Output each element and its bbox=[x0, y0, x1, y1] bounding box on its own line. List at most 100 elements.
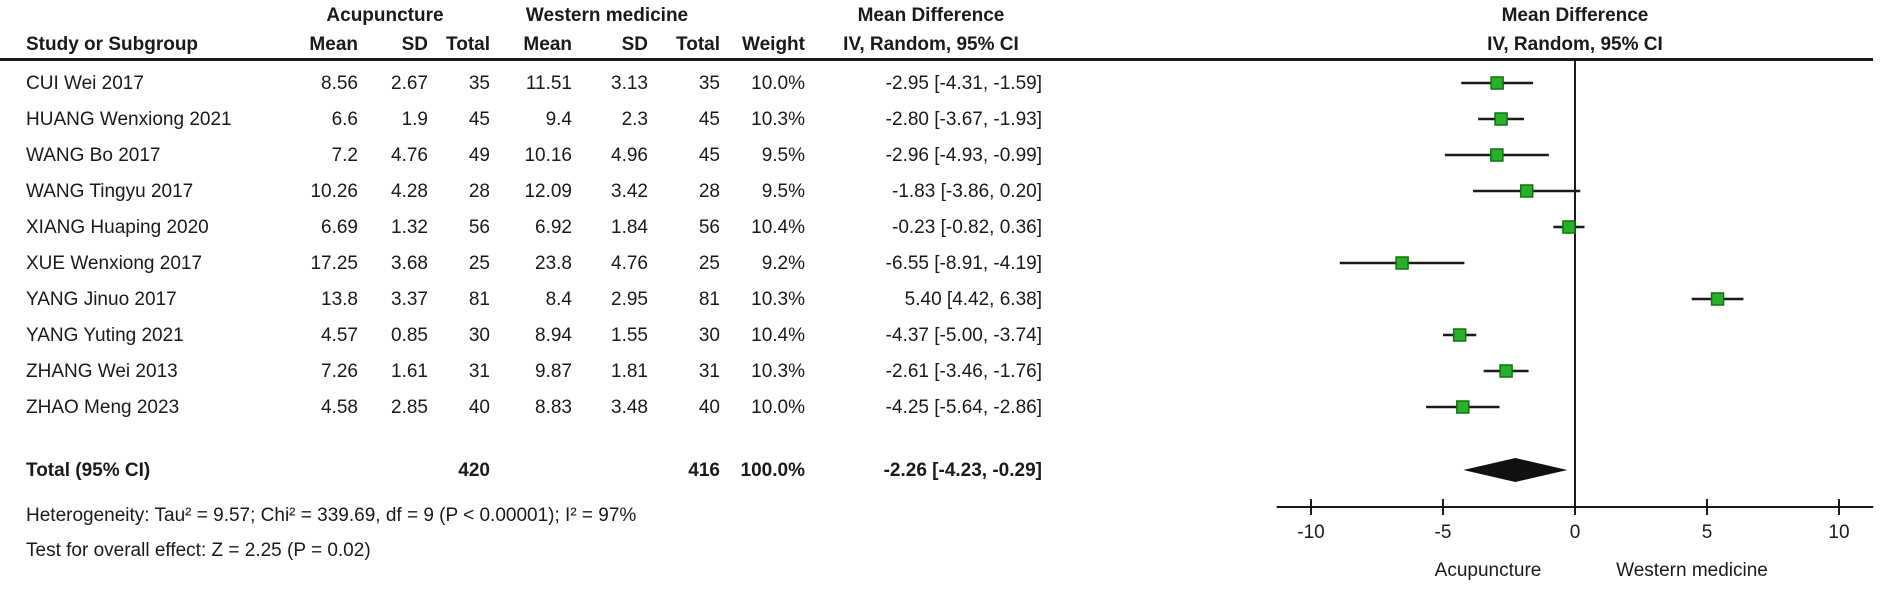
effect-marker bbox=[1494, 112, 1508, 126]
heterogeneity-note: Heterogeneity: Tau² = 9.57; Chi² = 339.6… bbox=[26, 505, 637, 526]
study-row-sd2: 4.96 bbox=[611, 144, 648, 166]
study-row-mean1: 4.58 bbox=[321, 396, 358, 418]
study-row-sd1: 1.9 bbox=[401, 108, 428, 130]
study-row-sd2: 1.84 bbox=[611, 216, 648, 238]
total-row-mean2 bbox=[494, 456, 572, 485]
col-header-mean-2: Mean bbox=[523, 34, 572, 55]
study-row-mean1: 7.2 bbox=[331, 144, 358, 166]
study-row-sd1: 2.85 bbox=[391, 396, 428, 418]
effect-marker bbox=[1562, 220, 1576, 234]
study-row-ci_text: -2.95 [-4.31, -1.59] bbox=[885, 72, 1042, 94]
study-row-n2: 31 bbox=[698, 360, 720, 382]
study-row-mean1: 6.69 bbox=[321, 216, 358, 238]
study-row-ci_text: -0.23 [-0.82, 0.36] bbox=[892, 216, 1042, 238]
study-row-weight: 10.3% bbox=[751, 360, 805, 382]
study-row-name: CUI Wei 2017 bbox=[26, 72, 144, 94]
col-header-effect-ci: IV, Random, 95% CI bbox=[843, 34, 1019, 55]
effect-column-title: Mean Difference bbox=[857, 5, 1005, 26]
study-row: XUE Wenxiong 2017 17.25 3.68 25 23.8 4.76 25 9.… bbox=[0, 249, 1240, 278]
axis-tick-label: -5 bbox=[1435, 522, 1452, 543]
study-row-sd2: 1.81 bbox=[611, 360, 648, 382]
study-row: YANG Yuting 2021 4.57 0.85 30 8.94 1.55 30 10.4… bbox=[0, 321, 1240, 350]
study-row-mean2: 8.83 bbox=[535, 396, 572, 418]
study-row-sd1: 4.28 bbox=[391, 180, 428, 202]
total-row-name: Total (95% CI) bbox=[26, 459, 151, 481]
study-row-weight: 9.5% bbox=[761, 144, 805, 166]
col-header-weight: Weight bbox=[742, 34, 805, 55]
study-row: YANG Jinuo 2017 13.8 3.37 81 8.4 2.95 81 10.3% 5… bbox=[0, 285, 1240, 314]
study-row-weight: 10.0% bbox=[751, 72, 805, 94]
col-header-plot-ci: IV, Random, 95% CI bbox=[1487, 34, 1663, 55]
group-header-acupuncture: Acupuncture bbox=[326, 5, 444, 26]
study-row-ci_text: -2.96 [-4.93, -0.99] bbox=[885, 144, 1042, 166]
study-row-name: XUE Wenxiong 2017 bbox=[26, 252, 203, 274]
study-row-n1: 81 bbox=[468, 288, 490, 310]
overall-effect-note: Test for overall effect: Z = 2.25 (P = 0… bbox=[26, 540, 371, 561]
study-row-ci_text: -2.80 [-3.67, -1.93] bbox=[885, 108, 1042, 130]
study-row: CUI Wei 2017 8.56 2.67 35 11.51 3.13 35 10.0% -2… bbox=[0, 69, 1240, 98]
study-row-sd1: 1.32 bbox=[391, 216, 428, 238]
total-row-sd1 bbox=[362, 456, 428, 485]
study-row-weight: 10.4% bbox=[751, 324, 805, 346]
study-row: ZHAO Meng 2023 4.58 2.85 40 8.83 3.48 40 10.0% -… bbox=[0, 393, 1240, 422]
study-row-sd2: 2.3 bbox=[621, 108, 648, 130]
study-row-sd1: 4.76 bbox=[391, 144, 428, 166]
effect-marker bbox=[1456, 400, 1470, 414]
study-row-mean2: 11.51 bbox=[525, 72, 572, 94]
study-row-ci_text: 5.40 [4.42, 6.38] bbox=[904, 288, 1042, 310]
study-row-n2: 45 bbox=[698, 108, 720, 130]
study-row-mean1: 10.26 bbox=[310, 180, 358, 202]
axis-tick-label: 5 bbox=[1702, 522, 1713, 543]
study-row-n1: 49 bbox=[468, 144, 490, 166]
study-row-name: XIANG Huaping 2020 bbox=[26, 216, 209, 238]
study-row-name: YANG Jinuo 2017 bbox=[26, 288, 177, 310]
study-row-n1: 30 bbox=[468, 324, 490, 346]
study-row: ZHANG Wei 2013 7.26 1.61 31 9.87 1.81 31 10.3% -… bbox=[0, 357, 1240, 386]
study-row-mean1: 13.8 bbox=[321, 288, 358, 310]
axis-tick-label: -10 bbox=[1297, 522, 1324, 543]
study-row-sd2: 4.76 bbox=[611, 252, 648, 274]
study-row-sd1: 3.68 bbox=[391, 252, 428, 274]
study-row-mean2: 9.87 bbox=[535, 360, 572, 382]
col-header-total-2: Total bbox=[676, 34, 720, 55]
study-row: XIANG Huaping 2020 6.69 1.32 56 6.92 1.84 56 10… bbox=[0, 213, 1240, 242]
study-row-n2: 56 bbox=[698, 216, 720, 238]
col-header-total-1: Total bbox=[446, 34, 490, 55]
study-row-mean2: 8.94 bbox=[535, 324, 572, 346]
study-row-n2: 45 bbox=[698, 144, 720, 166]
study-row-sd2: 1.55 bbox=[611, 324, 648, 346]
study-row-n2: 25 bbox=[698, 252, 720, 274]
study-row-ci_text: -2.61 [-3.46, -1.76] bbox=[885, 360, 1042, 382]
study-row-mean2: 12.09 bbox=[524, 180, 572, 202]
study-row-sd1: 3.37 bbox=[391, 288, 428, 310]
total-row-n2: 416 bbox=[688, 459, 720, 481]
plot-column-title: Mean Difference bbox=[1501, 5, 1649, 26]
effect-marker bbox=[1710, 292, 1725, 306]
col-header-mean-1: Mean bbox=[309, 34, 358, 55]
study-row-n2: 28 bbox=[698, 180, 720, 202]
total-row-mean1 bbox=[282, 456, 358, 485]
favours-left-label: Acupuncture bbox=[1435, 560, 1542, 581]
study-row-n2: 40 bbox=[698, 396, 720, 418]
study-row-n1: 25 bbox=[468, 252, 490, 274]
study-row-name: YANG Yuting 2021 bbox=[26, 324, 184, 346]
study-row-weight: 10.4% bbox=[751, 216, 805, 238]
effect-marker bbox=[1452, 328, 1467, 342]
study-row-n2: 81 bbox=[698, 288, 720, 310]
study-row-mean1: 7.26 bbox=[321, 360, 358, 382]
study-row-name: HUANG Wenxiong 2021 bbox=[26, 108, 232, 130]
study-row-mean2: 9.4 bbox=[545, 108, 572, 130]
study-row-n2: 30 bbox=[698, 324, 720, 346]
study-row-weight: 9.2% bbox=[761, 252, 805, 274]
study-row-mean2: 6.92 bbox=[535, 216, 572, 238]
study-row-name: WANG Tingyu 2017 bbox=[26, 180, 194, 202]
study-row-sd2: 3.42 bbox=[611, 180, 648, 202]
study-row-mean2: 10.16 bbox=[524, 144, 572, 166]
effect-marker bbox=[1395, 256, 1409, 270]
study-row-mean1: 17.25 bbox=[310, 252, 358, 274]
total-row: Total (95% CI) 420 416 100.0% -2.26 [-4.23, … bbox=[0, 456, 1240, 485]
effect-marker bbox=[1499, 364, 1513, 378]
study-row-n1: 56 bbox=[468, 216, 490, 238]
study-row-sd2: 3.13 bbox=[611, 72, 648, 94]
summary-diamond bbox=[1463, 458, 1568, 482]
